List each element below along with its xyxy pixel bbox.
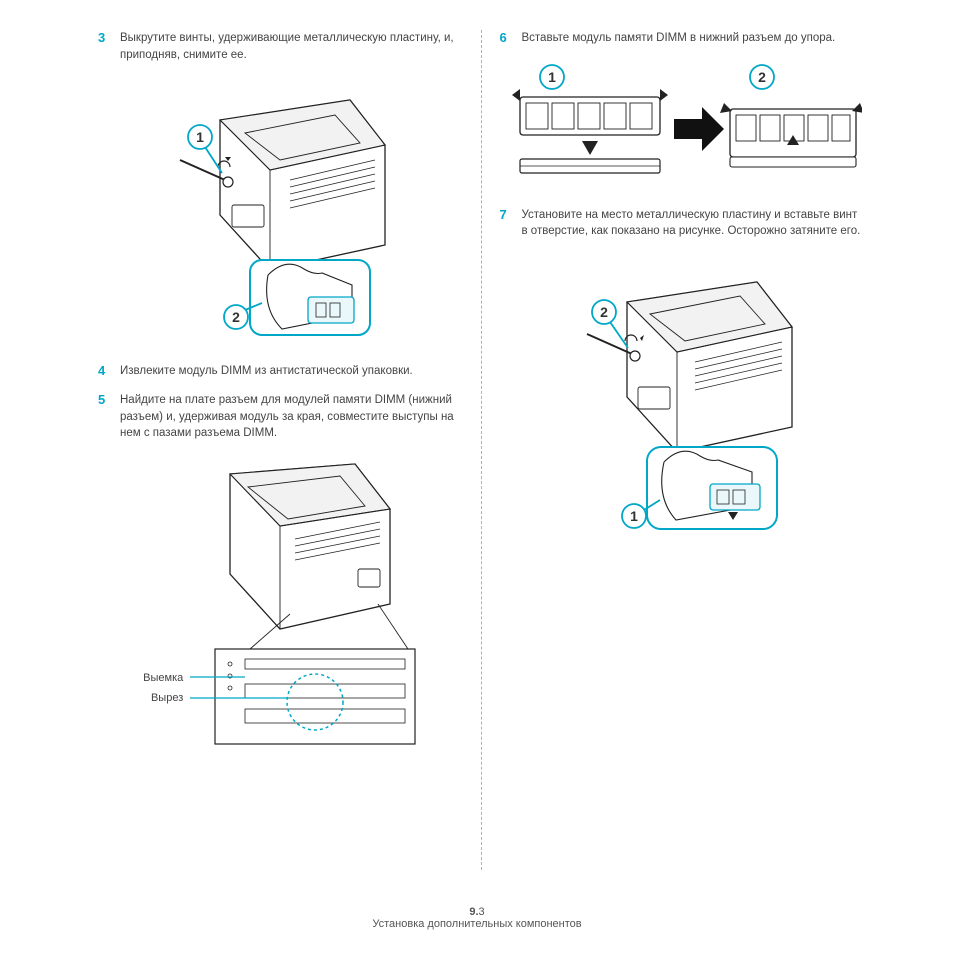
- step-3: 3 Выкрутите винты, удерживающие металлич…: [98, 30, 463, 63]
- step-text: Установите на место металлическую пласти…: [522, 207, 865, 240]
- right-column: 6 Вставьте модуль памяти DIMM в нижний р…: [482, 30, 905, 820]
- callout-2: 2: [600, 304, 608, 320]
- step-4: 4 Извлеките модуль DIMM из антистатическ…: [98, 363, 463, 380]
- callout-1: 1: [196, 129, 204, 145]
- callout-2: 2: [758, 69, 766, 85]
- callout-1: 1: [630, 508, 638, 524]
- step-7: 7 Установите на место металлическую плас…: [500, 207, 865, 240]
- page-content: 3 Выкрутите винты, удерживающие металлич…: [0, 0, 954, 880]
- printer-diagram-1: 1 2: [150, 75, 410, 345]
- step-text: Извлеките модуль DIMM из антистатической…: [120, 363, 413, 380]
- step-number: 7: [500, 207, 512, 240]
- dimm-diagram: 1: [502, 59, 862, 189]
- step-5: 5 Найдите на плате разъем для модулей па…: [98, 392, 463, 442]
- label-notch: Выемка: [98, 672, 183, 684]
- step-text: Вставьте модуль памяти DIMM в нижний раз…: [522, 30, 836, 47]
- figure-step3: 1 2: [98, 75, 463, 345]
- page-number-major: 9.: [469, 906, 478, 918]
- figure-step7: 2 1: [500, 252, 865, 542]
- printer-diagram-3: 2 1: [552, 252, 812, 542]
- step-text: Найдите на плате разъем для модулей памя…: [120, 392, 463, 442]
- step-number: 5: [98, 392, 110, 442]
- left-column: 3 Выкрутите винты, удерживающие металлич…: [50, 30, 481, 820]
- callout-2: 2: [232, 309, 240, 325]
- step-number: 6: [500, 30, 512, 47]
- page-number-minor: 3: [479, 906, 485, 918]
- callout-1: 1: [548, 69, 556, 85]
- step-6: 6 Вставьте модуль памяти DIMM в нижний р…: [500, 30, 865, 47]
- step-number: 4: [98, 363, 110, 380]
- footer-section-title: Установка дополнительных компонентов: [0, 918, 954, 930]
- page-footer: 9.3 Установка дополнительных компонентов: [0, 906, 954, 930]
- step-number: 3: [98, 30, 110, 63]
- figure-step6: 1: [500, 59, 865, 189]
- step-text: Выкрутите винты, удерживающие металличес…: [120, 30, 463, 63]
- printer-diagram-2: [130, 454, 430, 754]
- label-cutout: Вырез: [98, 692, 183, 704]
- figure-step5: Выемка Вырез: [98, 454, 463, 754]
